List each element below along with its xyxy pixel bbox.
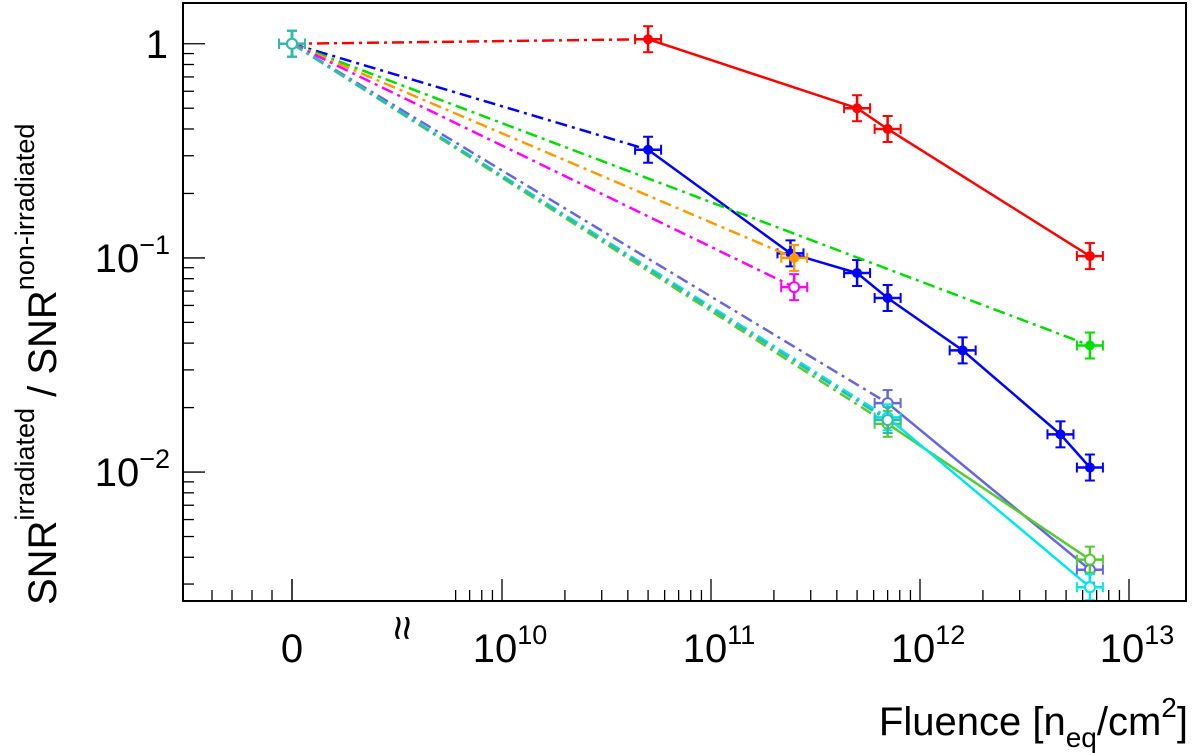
series-red [278, 25, 1104, 271]
data-point [789, 252, 800, 263]
series-red-line [647, 38, 1091, 258]
series-red-dashed-segment [291, 37, 649, 46]
data-point [881, 414, 894, 427]
x-axis-title-sub: eq [1066, 722, 1097, 753]
data-point [1084, 251, 1095, 262]
x-axis-title-mid: /cm [1097, 700, 1161, 744]
y-axis-title-b: SNR [21, 290, 65, 374]
data-point [852, 103, 863, 114]
series-teal-dashed-segment [291, 42, 889, 422]
y-axis-title-b-sup: non-irradiated [10, 124, 40, 291]
x-tick-label: 1010 [473, 620, 548, 671]
data-point [1083, 553, 1096, 566]
x-tick-label: 1012 [891, 620, 966, 671]
x-tick-label-exp: 11 [727, 620, 755, 650]
data-point [882, 123, 893, 134]
series-teal [278, 29, 902, 435]
data-point [643, 34, 654, 45]
y-tick-label: 10−2 [95, 444, 170, 495]
series-layer [278, 25, 1104, 602]
y-axis-title-sep: / [21, 375, 65, 408]
y-tick-label-base: 10 [95, 237, 140, 281]
x-tick-label-base: 10 [1100, 627, 1145, 671]
x-tick-label: 0 [281, 627, 303, 671]
x-axis-title: Fluence [neq/cm2] [879, 692, 1188, 753]
data-point [1055, 429, 1066, 440]
series-cyan-line [886, 416, 1091, 589]
series-magenta-dashed-segment [291, 42, 795, 289]
data-point [1084, 462, 1095, 473]
data-point [1083, 581, 1096, 594]
series-green-dashed-segment [291, 42, 1091, 347]
x-tick-label-exp: 10 [517, 620, 547, 650]
data-point [286, 37, 298, 50]
series-slate-line [886, 402, 1091, 571]
data-point [852, 268, 863, 279]
y-tick-label: 1 [146, 23, 168, 67]
data-point [957, 345, 968, 356]
y-axis-title-a-sup: irradiated [10, 408, 40, 521]
x-tick-label-exp: 13 [1144, 620, 1174, 650]
y-axis-title: SNRirradiated / SNRnon-irradiated [10, 124, 65, 605]
y-tick-label-exp: −2 [139, 444, 170, 474]
series-blue [278, 29, 1104, 482]
x-tick-label: 1013 [1100, 620, 1175, 671]
y-axis-title-a: SNR [21, 521, 65, 605]
x-axis-title-main: Fluence [n [879, 700, 1066, 744]
x-tick-label: 1011 [683, 620, 756, 671]
data-point [1084, 340, 1095, 351]
data-point [882, 292, 893, 303]
series-blue-dashed-segment [291, 42, 649, 151]
y-tick-label: 10−1 [95, 230, 170, 281]
series-slate-dashed-segment [291, 42, 889, 405]
x-tick-label-base: 10 [891, 627, 936, 671]
y-tick-label-exp: −1 [139, 230, 170, 260]
x-tick-label-exp: 12 [935, 620, 965, 650]
plot-frame [182, 2, 1187, 602]
axis-ticks [183, 43, 1130, 601]
x-axis-title-end: ] [1177, 700, 1188, 744]
series-orange-dashed-segment [291, 42, 795, 260]
x-axis-break-symbol: ≈ [378, 616, 427, 640]
data-point [788, 281, 801, 294]
x-tick-label-base: 10 [473, 627, 518, 671]
x-tick-label-base: 10 [683, 627, 728, 671]
data-point [643, 144, 654, 155]
x-axis-title-sup: 2 [1161, 692, 1177, 723]
y-tick-label-base: 10 [95, 451, 140, 495]
